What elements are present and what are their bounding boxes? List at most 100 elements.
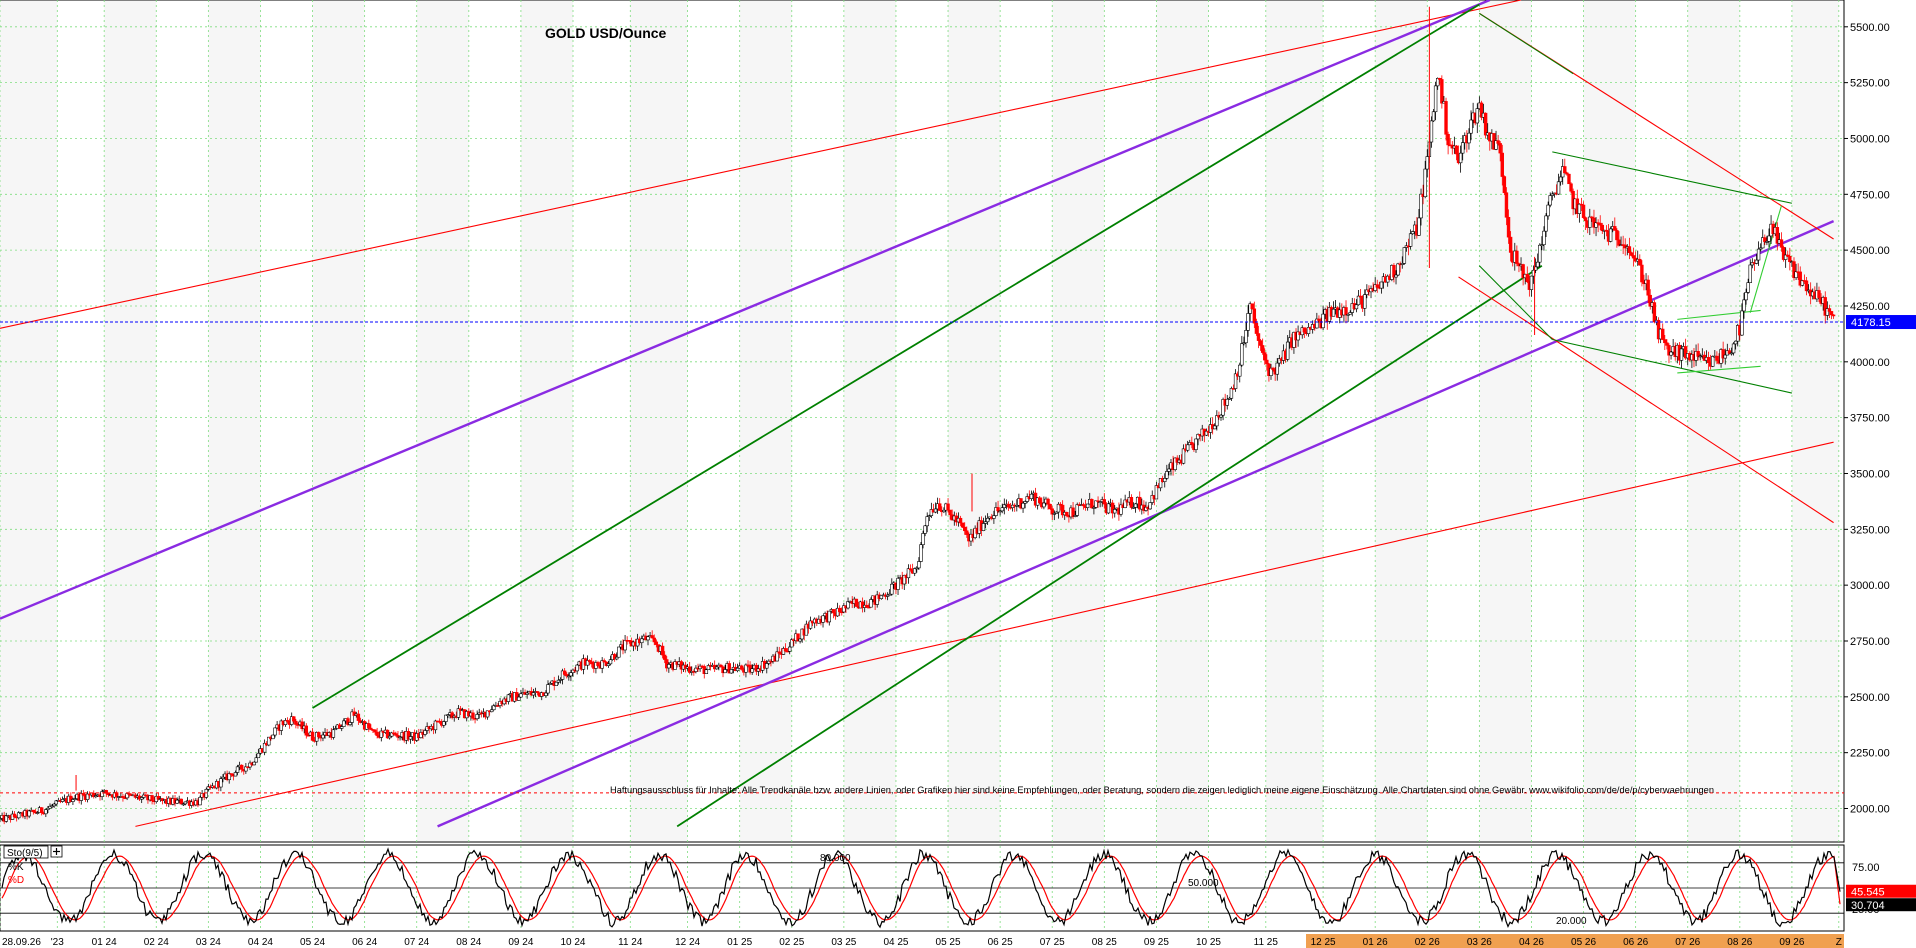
candle-body — [963, 526, 967, 532]
candle-body — [1567, 173, 1571, 185]
y-tick-label: 4000.00 — [1850, 357, 1890, 369]
candle-body — [617, 646, 621, 658]
candle-body — [1106, 503, 1111, 514]
candle-body — [1354, 304, 1359, 310]
candle-body — [1779, 239, 1784, 248]
candle-body — [1173, 457, 1177, 471]
x-tick-label: 04 25 — [883, 937, 908, 948]
candle-body — [906, 568, 911, 579]
candle-body — [860, 601, 865, 608]
candle-body — [1740, 310, 1744, 336]
candle-body — [1556, 181, 1561, 195]
candle-body — [596, 662, 600, 666]
candle-body — [369, 727, 373, 730]
candle-body — [150, 795, 154, 802]
candle-body — [1781, 246, 1786, 260]
x-tick-label: '23 — [51, 937, 64, 948]
candle-body — [750, 668, 754, 673]
x-tick-label: 12 25 — [1311, 937, 1336, 948]
candle-body — [519, 693, 523, 698]
candle-body — [1577, 203, 1582, 214]
trendline — [0, 0, 1491, 620]
candle-body — [777, 651, 781, 654]
candle-body — [706, 665, 711, 671]
candle-body — [1373, 284, 1377, 291]
candle-body — [1269, 367, 1273, 376]
candle-body — [1669, 351, 1673, 356]
candle-body — [1252, 308, 1257, 324]
candle-body — [1798, 271, 1802, 286]
trendline — [676, 265, 1543, 828]
candle-body — [394, 733, 398, 736]
candle-body — [1731, 343, 1736, 354]
candle-body — [1744, 292, 1748, 301]
candle-body — [796, 633, 800, 642]
candle-body — [1542, 230, 1546, 246]
candle-body — [175, 799, 179, 804]
candle-body — [1225, 398, 1229, 406]
candle-body — [612, 654, 617, 660]
candle-body — [69, 795, 73, 802]
candle-body — [139, 797, 144, 800]
candle-body — [558, 679, 563, 681]
y-tick-label: 2250.00 — [1850, 748, 1890, 760]
candle-body — [938, 503, 942, 511]
trendline — [1552, 151, 1793, 204]
candle-body — [1213, 425, 1217, 430]
candle-body — [781, 648, 786, 655]
candle-body — [433, 720, 438, 731]
x-tick-label: 09 24 — [508, 937, 533, 948]
candle-body — [787, 646, 792, 652]
candle-body — [1431, 111, 1436, 122]
candle-body — [1538, 244, 1542, 263]
candle-body — [908, 568, 913, 571]
candle-body — [590, 661, 594, 665]
candle-body — [375, 731, 379, 736]
candle-body — [271, 734, 275, 740]
expand-icon[interactable] — [50, 845, 63, 858]
candle-body — [181, 803, 186, 806]
trendline — [1478, 265, 1553, 340]
candle-body — [296, 724, 300, 726]
candle-body — [1613, 226, 1617, 231]
candle-body — [1102, 499, 1107, 505]
x-tick-label: 28.09.26 — [2, 937, 41, 948]
candle-body — [602, 660, 606, 663]
candle-body — [1265, 359, 1269, 365]
candle-body — [94, 795, 98, 798]
stochastic-k-line — [1, 847, 1841, 929]
candle-body — [367, 723, 371, 729]
candle-body — [342, 720, 346, 727]
candle-body — [1500, 152, 1504, 177]
candle-body — [1540, 244, 1544, 247]
x-tick-label: 03 25 — [831, 937, 856, 948]
candle-body — [50, 805, 54, 808]
candle-body — [475, 714, 479, 720]
candle-body — [917, 561, 921, 569]
candle-body — [1190, 442, 1194, 445]
y-tick-label: 2500.00 — [1850, 692, 1890, 704]
candle-body — [1729, 352, 1734, 355]
x-tick-label: 07 26 — [1675, 937, 1700, 948]
candle-body — [1544, 215, 1548, 232]
candle-body — [17, 812, 21, 819]
candle-body — [198, 797, 202, 806]
candle-body — [1258, 340, 1263, 346]
candle-body — [1094, 500, 1098, 508]
candle-body — [379, 730, 384, 738]
current-price-badge: 4178.15 — [1846, 315, 1916, 330]
candle-body — [1746, 282, 1750, 293]
candle-body — [1315, 318, 1319, 329]
time-axis-highlight — [1306, 934, 1844, 948]
stochastic-d-line — [1, 855, 1841, 921]
time-axis: 28.09.26 '23 01 24 02 24 03 24 04 24 05 24 06 2… — [2, 934, 1844, 948]
candle-body — [1646, 279, 1650, 296]
y-tick-label: 2750.00 — [1850, 636, 1890, 648]
x-tick-label: 06 24 — [352, 937, 377, 948]
level-80-label: 80.000 — [820, 853, 851, 864]
candle-body — [1042, 502, 1046, 508]
x-tick-label: 02 25 — [779, 937, 804, 948]
candle-body — [1502, 176, 1507, 194]
candle-body — [942, 509, 946, 513]
candle-body — [1683, 346, 1688, 359]
